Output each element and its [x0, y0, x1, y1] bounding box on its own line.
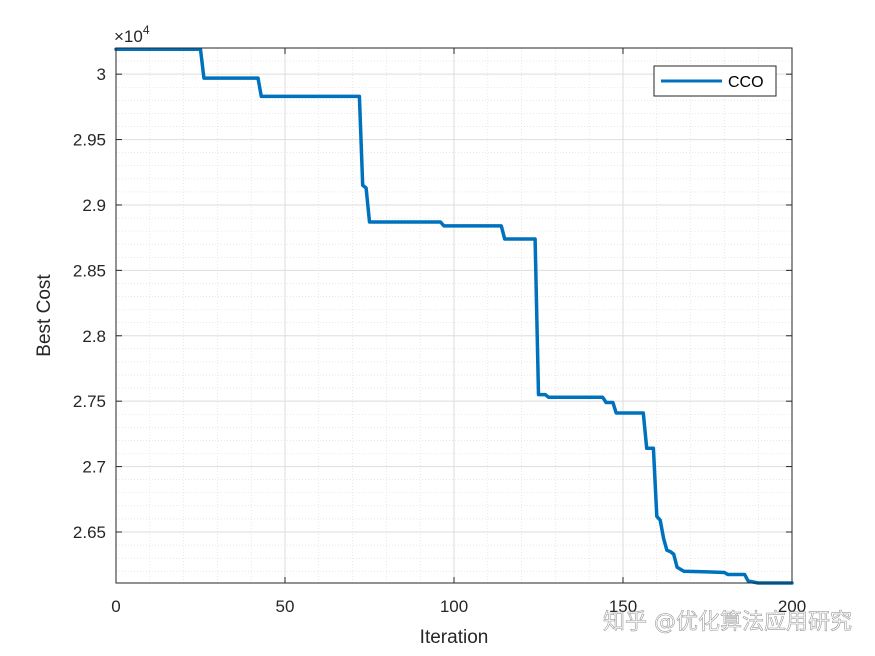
- y-tick-label: 2.65: [73, 523, 106, 542]
- x-tick-label: 200: [778, 597, 806, 616]
- y-tick-labels: 2.65 2.7 2.75 2.8 2.85 2.9 2.95 3: [73, 65, 106, 542]
- y-tick-label: 2.75: [73, 392, 106, 411]
- y-exponent-prefix: ×10: [114, 27, 143, 46]
- y-exponent-label: ×104: [114, 23, 150, 46]
- legend: CCO: [653, 65, 777, 97]
- y-tick-label: 2.85: [73, 261, 106, 280]
- series-layer: [114, 47, 794, 585]
- y-tick-label: 3: [97, 65, 106, 84]
- series-line-cco: [114, 47, 794, 585]
- y-tick-label: 2.9: [82, 196, 106, 215]
- x-tick-labels: 0 50 100 150 200: [111, 597, 806, 616]
- y-tick-label: 2.95: [73, 131, 106, 150]
- x-tick-label: 150: [609, 597, 637, 616]
- y-tick-label: 2.8: [82, 327, 106, 346]
- minor-grid: [116, 47, 792, 583]
- x-axis-label: Iteration: [420, 627, 489, 648]
- x-tick-label: 100: [440, 597, 468, 616]
- watermark-text: 知乎 @优化算法应用研究: [603, 610, 852, 635]
- legend-entry-cco: CCO: [728, 74, 764, 91]
- tick-marks: [115, 48, 793, 583]
- x-tick-label: 50: [276, 597, 295, 616]
- y-axis-label: Best Cost: [34, 274, 55, 357]
- y-tick-label: 2.7: [82, 458, 106, 477]
- x-tick-label: 0: [111, 597, 120, 616]
- y-exponent-power: 4: [143, 23, 150, 37]
